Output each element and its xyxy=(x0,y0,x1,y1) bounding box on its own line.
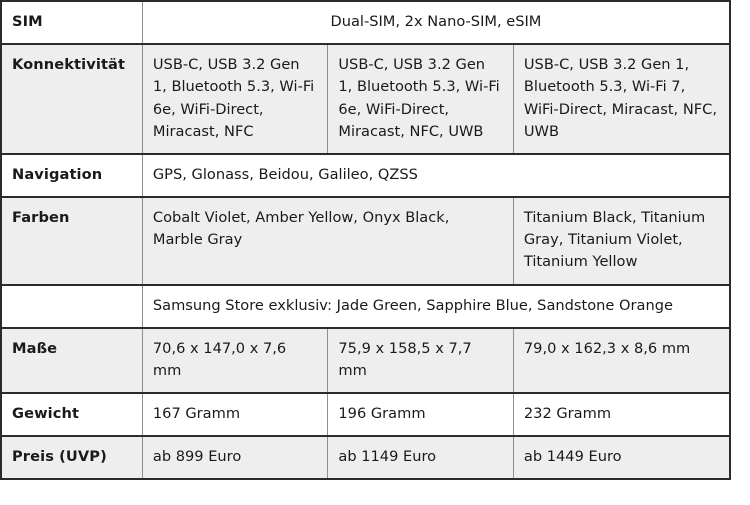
row-label-cell: Navigation xyxy=(1,153,143,198)
table-cell: USB-C, USB 3.2 Gen 1, Bluetooth 5.3, Wi-… xyxy=(327,44,514,154)
table-row: Navigation GPS, Glonass, Beidou, Galileo,… xyxy=(1,153,730,198)
row-label-cell: Gewicht xyxy=(1,393,143,437)
table-cell: 167 Gramm xyxy=(142,393,329,437)
row-label-cell: Konnektivität xyxy=(1,44,143,154)
table-cell: USB-C, USB 3.2 Gen 1, Bluetooth 5.3, Wi-… xyxy=(142,44,329,154)
table-cell: USB-C, USB 3.2 Gen 1, Bluetooth 5.3, Wi-… xyxy=(513,44,730,154)
table-cell: 75,9 x 158,5 x 7,7 mm xyxy=(327,327,514,394)
table-row: Konnektivität USB-C, USB 3.2 Gen 1, Bluet… xyxy=(1,44,730,154)
table-cell: 70,6 x 147,0 x 7,6 mm xyxy=(142,327,329,394)
table-cell: Dual-SIM, 2x Nano-SIM, eSIM xyxy=(142,1,730,45)
table-cell: Cobalt Violet, Amber Yellow, Onyx Black,… xyxy=(142,197,514,285)
table-body: SIM Dual-SIM, 2x Nano-SIM, eSIM Konnektivi… xyxy=(1,1,730,480)
table-row: Gewicht 167 Gramm 196 Gramm 232 Gramm xyxy=(1,393,730,437)
table-cell: 79,0 x 162,3 x 8,6 mm xyxy=(513,327,730,394)
table-cell: Titanium Black, Titanium Gray, Titanium … xyxy=(513,197,730,285)
row-label-cell: Preis (UVP) xyxy=(1,436,143,480)
table-row: Farben Cobalt Violet, Amber Yellow, Onyx … xyxy=(1,197,730,285)
row-label-cell: SIM xyxy=(1,1,143,45)
table-cell: GPS, Glonass, Beidou, Galileo, QZSS xyxy=(142,153,730,198)
table-cell: 196 Gramm xyxy=(327,393,514,437)
row-label-cell: Maße xyxy=(1,327,143,394)
row-label-cell: Farben xyxy=(1,197,143,285)
table-row: Maße 70,6 x 147,0 x 7,6 mm 75,9 x 158,5 x … xyxy=(1,327,730,394)
table-cell: Samsung Store exklusiv: Jade Green, Sapp… xyxy=(142,284,730,328)
table-cell: 232 Gramm xyxy=(513,393,730,437)
row-label-cell xyxy=(1,284,143,328)
table-cell: ab 899 Euro xyxy=(142,436,329,480)
table-row: Preis (UVP) ab 899 Euro ab 1149 Euro ab 144… xyxy=(1,436,730,480)
table-row: Samsung Store exklusiv: Jade Green, Sapp… xyxy=(1,284,730,328)
table-cell: ab 1449 Euro xyxy=(513,436,730,480)
table-cell: ab 1149 Euro xyxy=(327,436,514,480)
specification-comparison-table: SIM Dual-SIM, 2x Nano-SIM, eSIM Konnektivi… xyxy=(0,0,731,481)
table-row: SIM Dual-SIM, 2x Nano-SIM, eSIM xyxy=(1,1,730,45)
